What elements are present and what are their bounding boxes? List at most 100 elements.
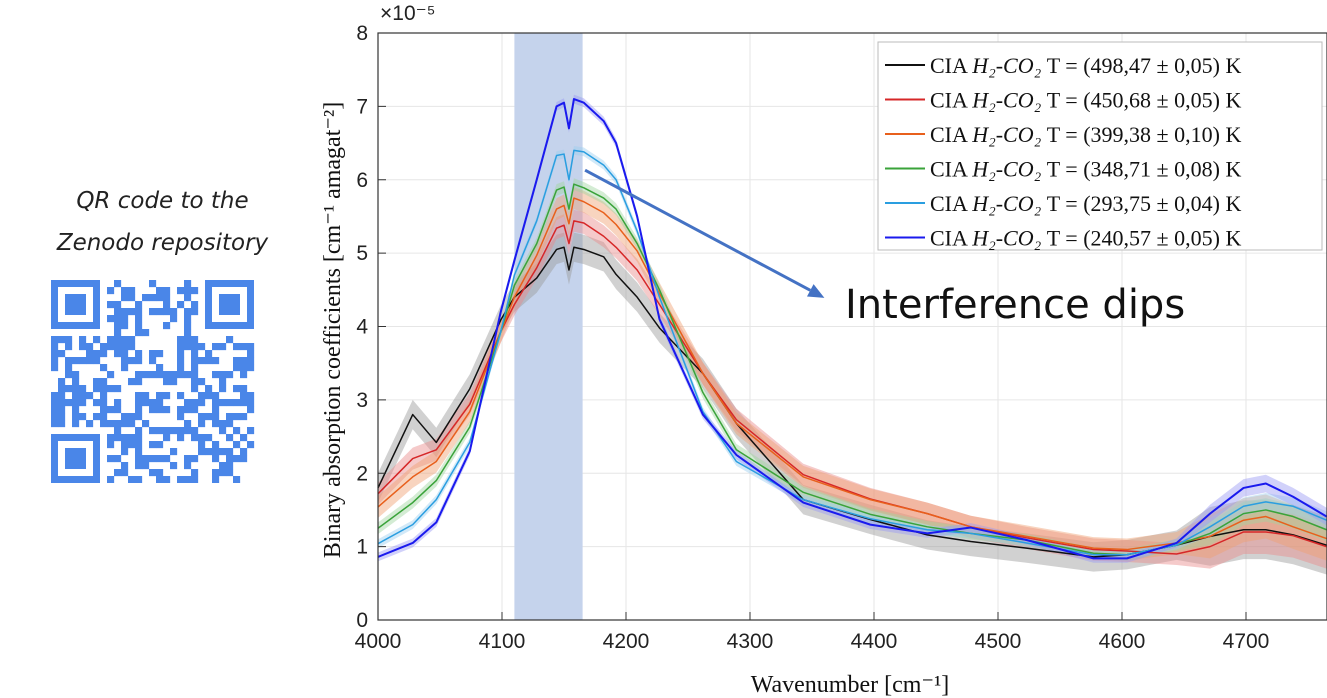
qr-module	[121, 322, 129, 330]
qr-module	[233, 385, 241, 393]
x-tick-label: 4400	[851, 630, 898, 653]
qr-module	[65, 357, 73, 365]
qr-module	[100, 343, 108, 351]
legend-species: H₂-CO₂	[971, 157, 1047, 182]
qr-caption-line-1: QR code to the	[76, 188, 249, 214]
qr-module	[100, 420, 108, 428]
qr-module	[240, 343, 248, 351]
qr-module	[184, 294, 192, 302]
qr-module	[233, 441, 241, 449]
y-tick-label: 0	[356, 609, 368, 632]
qr-module	[156, 364, 164, 372]
qr-module	[135, 413, 143, 421]
qr-module	[212, 343, 220, 351]
qr-module	[149, 469, 157, 477]
qr-module	[212, 357, 220, 365]
qr-module	[149, 427, 157, 435]
legend-species: H₂-CO₂	[971, 88, 1047, 113]
qr-module	[128, 413, 136, 421]
qr-module	[121, 343, 129, 351]
qr-module	[114, 308, 122, 316]
qr-module	[107, 287, 115, 295]
qr-module	[72, 413, 80, 421]
qr-module	[156, 476, 164, 483]
qr-module	[177, 476, 185, 483]
qr-module	[128, 434, 136, 442]
qr-module	[100, 399, 108, 407]
qr-module	[135, 392, 143, 400]
legend-species: H₂-CO₂	[971, 53, 1047, 78]
qr-module	[121, 441, 129, 449]
qr-module	[128, 476, 136, 483]
qr-module	[128, 378, 136, 386]
qr-module	[226, 455, 234, 463]
qr-module	[177, 301, 185, 309]
qr-module	[233, 476, 241, 483]
qr-module	[191, 406, 199, 414]
qr-module	[177, 434, 185, 442]
qr-module	[135, 476, 143, 483]
qr-module	[163, 427, 171, 435]
qr-module	[219, 399, 227, 407]
qr-module	[114, 434, 122, 442]
qr-module	[156, 294, 164, 302]
y-exponent-label: ×10⁻⁵	[380, 2, 435, 25]
qr-module	[107, 336, 115, 344]
qr-module	[51, 364, 59, 372]
legend-entry: CIA H₂-CO₂ T = (450,68 ± 0,05) K	[885, 88, 1241, 113]
qr-module	[86, 392, 94, 400]
qr-module	[191, 343, 199, 351]
qr-module	[156, 287, 164, 295]
qr-module	[72, 385, 80, 393]
qr-module	[121, 462, 129, 470]
qr-module	[177, 392, 185, 400]
qr-module	[226, 371, 234, 379]
qr-module	[205, 385, 213, 393]
qr-module	[51, 399, 59, 407]
y-tick-label: 7	[356, 95, 368, 118]
qr-module	[149, 441, 157, 449]
qr-module	[184, 287, 192, 295]
legend-temperature: T = (293,75 ± 0,04) K	[1047, 191, 1242, 216]
qr-module	[135, 371, 143, 379]
qr-module	[100, 413, 108, 421]
qr-module	[184, 336, 192, 344]
qr-module	[198, 399, 206, 407]
qr-module	[100, 378, 108, 386]
qr-module	[226, 399, 234, 407]
legend-label: CIA H₂-CO₂ T = (399,38 ± 0,10) K	[930, 122, 1241, 147]
y-axis-label: Binary absorption coefficients [cm⁻¹ ama…	[320, 102, 346, 558]
qr-code[interactable]	[50, 280, 255, 483]
qr-module	[184, 462, 192, 470]
qr-module	[212, 455, 220, 463]
qr-module	[114, 469, 122, 477]
qr-module	[219, 371, 227, 379]
qr-module	[93, 399, 101, 407]
qr-finder-center	[219, 294, 240, 315]
ticks: 4000 4100 4200 4300 4400 4500 4600 4700 0 1 2 3 4 5 6 7…	[355, 22, 1270, 653]
legend-entry: CIA H₂-CO₂ T = (293,75 ± 0,04) K	[885, 191, 1241, 216]
qr-module	[163, 434, 171, 442]
qr-module	[156, 441, 164, 449]
series-line-4	[377, 149, 1327, 556]
legend-entry: CIA H₂-CO₂ T = (348,71 ± 0,08) K	[885, 157, 1241, 182]
qr-module	[114, 406, 122, 414]
qr-module	[121, 350, 129, 358]
qr-module	[93, 350, 101, 358]
qr-module	[212, 476, 220, 483]
qr-module	[72, 392, 80, 400]
qr-module	[219, 469, 227, 477]
qr-module	[163, 301, 171, 309]
qr-module	[107, 315, 115, 323]
qr-module	[156, 455, 164, 463]
qr-module	[93, 378, 101, 386]
qr-module	[65, 399, 73, 407]
qr-module	[198, 420, 206, 428]
qr-module	[149, 455, 157, 463]
qr-module	[135, 399, 143, 407]
qr-module	[219, 448, 227, 456]
qr-module	[128, 343, 136, 351]
qr-module	[79, 336, 87, 344]
